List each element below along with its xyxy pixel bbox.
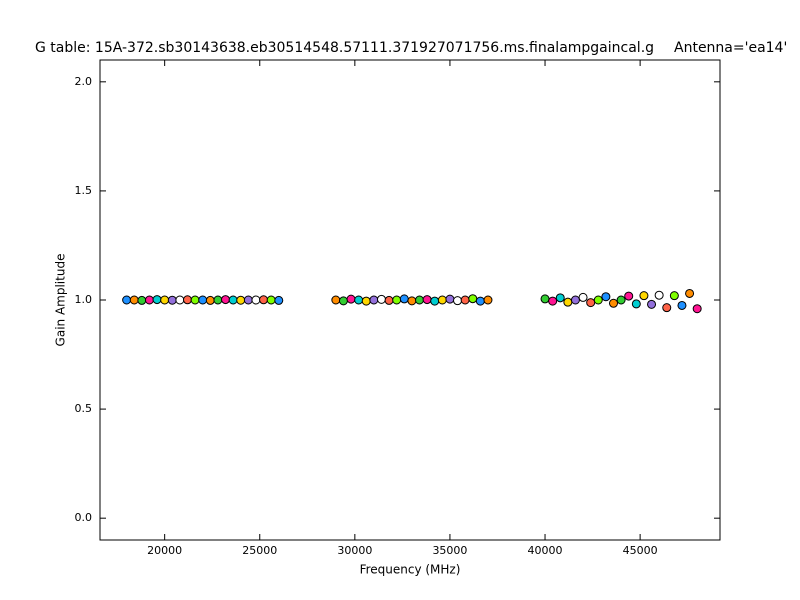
plot-frame bbox=[99, 59, 721, 541]
x-axis-label: Frequency (MHz) bbox=[360, 563, 461, 577]
point bbox=[251, 295, 261, 305]
point bbox=[692, 304, 702, 314]
point bbox=[578, 292, 588, 302]
point bbox=[399, 294, 409, 304]
x-tick-label: 20000 bbox=[147, 544, 182, 557]
point bbox=[601, 292, 611, 302]
point bbox=[669, 291, 679, 301]
point bbox=[228, 295, 238, 305]
point bbox=[624, 291, 634, 301]
point bbox=[144, 295, 154, 305]
point bbox=[369, 295, 379, 305]
point bbox=[639, 291, 649, 301]
point bbox=[346, 294, 356, 304]
point bbox=[468, 294, 478, 304]
point bbox=[475, 296, 485, 306]
point bbox=[137, 295, 147, 305]
point bbox=[152, 295, 162, 305]
x-tick-label: 45000 bbox=[623, 544, 658, 557]
point bbox=[647, 299, 657, 309]
point bbox=[129, 295, 139, 305]
point bbox=[236, 295, 246, 305]
point bbox=[437, 295, 447, 305]
y-axis-label: Gain Amplitude bbox=[54, 254, 68, 347]
point bbox=[361, 296, 371, 306]
point bbox=[122, 295, 132, 305]
point bbox=[586, 298, 596, 308]
x-tick-label: 35000 bbox=[432, 544, 467, 557]
point bbox=[422, 295, 432, 305]
point bbox=[338, 296, 348, 306]
point bbox=[243, 295, 253, 305]
point bbox=[483, 295, 493, 305]
y-tick-label: 2.0 bbox=[75, 75, 93, 88]
point bbox=[430, 296, 440, 306]
point bbox=[182, 295, 192, 305]
point bbox=[205, 295, 215, 305]
point bbox=[213, 295, 223, 305]
point bbox=[274, 295, 284, 305]
point bbox=[190, 295, 200, 305]
point bbox=[392, 295, 402, 305]
point bbox=[407, 296, 417, 306]
chart-subtitle: Antenna='ea14' bbox=[674, 40, 787, 56]
point bbox=[354, 295, 364, 305]
point bbox=[570, 295, 580, 305]
y-tick-label: 0.0 bbox=[75, 511, 93, 524]
y-tick-label: 1.0 bbox=[75, 293, 93, 306]
point bbox=[266, 295, 276, 305]
point bbox=[548, 296, 558, 306]
x-tick-label: 30000 bbox=[337, 544, 372, 557]
point bbox=[415, 295, 425, 305]
point bbox=[160, 295, 170, 305]
point bbox=[259, 295, 269, 305]
point bbox=[563, 297, 573, 307]
x-tick-label: 25000 bbox=[242, 544, 277, 557]
point bbox=[175, 295, 185, 305]
point bbox=[198, 295, 208, 305]
point bbox=[608, 298, 618, 308]
point bbox=[460, 295, 470, 305]
x-tick-label: 40000 bbox=[528, 544, 563, 557]
y-tick-label: 0.5 bbox=[75, 402, 93, 415]
point bbox=[593, 295, 603, 305]
point bbox=[631, 299, 641, 309]
point bbox=[685, 288, 695, 298]
chart-title: G table: 15A-372.sb30143638.eb30514548.5… bbox=[35, 40, 654, 56]
point bbox=[221, 295, 231, 305]
point bbox=[662, 303, 672, 313]
point bbox=[384, 295, 394, 305]
point bbox=[616, 295, 626, 305]
point bbox=[654, 290, 664, 300]
point bbox=[555, 293, 565, 303]
point bbox=[453, 296, 463, 306]
point bbox=[376, 294, 386, 304]
point bbox=[445, 294, 455, 304]
point bbox=[677, 300, 687, 310]
point bbox=[167, 295, 177, 305]
point bbox=[331, 295, 341, 305]
y-tick-label: 1.5 bbox=[75, 184, 93, 197]
point bbox=[540, 294, 550, 304]
